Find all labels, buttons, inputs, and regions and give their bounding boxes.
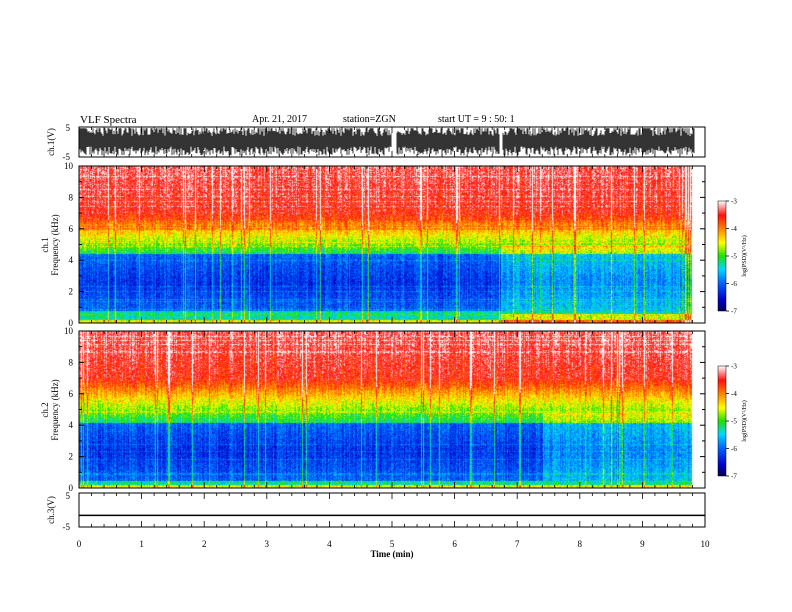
- ch1-colorbar-ticks: -3 -4 -5 -6 -7: [726, 198, 737, 316]
- time-tick-label: 8: [578, 539, 583, 549]
- ch2-colorbar: [717, 365, 727, 477]
- ch1-waveform-ytick-top: 5: [66, 123, 71, 133]
- date-label: Apr. 21, 2017: [252, 114, 307, 125]
- ch3-waveform-ytick-bottom: -5: [63, 522, 71, 532]
- ch3-waveform-ylabel: ch.3(V): [46, 496, 56, 524]
- ch2-colorbar-tick-label: -5: [731, 418, 737, 426]
- ch1-colorbar-tick-label: -7: [731, 308, 737, 316]
- time-tick-label: 7: [515, 539, 520, 549]
- time-tick-label: 10: [701, 539, 711, 549]
- ch1-colorbar-tick-label: -3: [731, 198, 737, 206]
- ch2-colorbar-tick-label: -3: [731, 363, 737, 371]
- ch2-spectrogram-image: [79, 331, 705, 488]
- ch1-spectrogram-ylabel-frequency: Frequency (kHz): [50, 214, 60, 275]
- ch1-frequency-tick-label: 4: [69, 255, 74, 265]
- ch1-waveform-panel: 5 -5 ch.1(V): [46, 123, 706, 162]
- ch1-colorbar-tick-label: -4: [731, 225, 737, 233]
- ch2-frequency-tick-label: 2: [69, 452, 74, 462]
- time-tick-label: 3: [265, 539, 270, 549]
- ch1-colorbar-label: log(PSD)(V²/Hz): [741, 235, 748, 276]
- ch2-frequency-tick-label: 4: [69, 420, 74, 430]
- time-tick-label: 9: [640, 539, 645, 549]
- time-tick-label: 5: [390, 539, 395, 549]
- ch2-colorbar-tick-label: -6: [731, 445, 737, 453]
- ch1-waveform-path: [79, 128, 695, 156]
- figure-title: VLF Spectra: [80, 114, 137, 126]
- ch2-frequency-tick-label: 0: [69, 483, 74, 493]
- time-tick-label: 2: [202, 539, 207, 549]
- ch1-frequency-tick-label: 6: [69, 224, 74, 234]
- ch1-frequency-tick-label: 8: [69, 192, 74, 202]
- ch2-colorbar-tick-label: -7: [731, 473, 737, 481]
- ch3-waveform-panel: 5 -5 ch.3(V): [46, 491, 706, 532]
- time-tick-label: 1: [139, 539, 144, 549]
- ch1-colorbar-tick-label: -6: [731, 280, 737, 288]
- ch2-frequency-tick-label: 6: [69, 389, 74, 399]
- ch2-spectrogram-ylabel-frequency: Frequency (kHz): [50, 379, 60, 440]
- ch1-frequency-tick-label: 10: [64, 161, 74, 171]
- ch2-colorbar-tick-label: -4: [731, 390, 737, 398]
- time-axis-ticks: [78, 127, 706, 527]
- ch2-frequency-tick-label: 8: [69, 357, 74, 367]
- ch1-frequency-tick-label: 2: [69, 287, 74, 297]
- ch3-waveform-ytick-top: 5: [66, 491, 71, 501]
- ch1-spectrogram-ylabel-channel: ch.1: [40, 237, 50, 252]
- ch2-spectrogram-ylabel-channel: ch.2: [40, 402, 50, 417]
- ch1-colorbar-tick-label: -5: [731, 253, 737, 261]
- ch1-waveform-ylabel: ch.1(V): [46, 128, 56, 156]
- ch1-frequency-tick-label: 0: [69, 318, 74, 328]
- time-axis-label: Time (min): [370, 549, 413, 559]
- ch1-waveform-ytick-bottom: -5: [63, 152, 71, 162]
- ch2-frequency-tick-label: 10: [64, 326, 74, 336]
- ch2-frequency-ticks: 0 2 4 6 8 10: [64, 326, 705, 493]
- time-tick-label: 6: [452, 539, 457, 549]
- ch1-spectrogram-image: [79, 166, 705, 323]
- station-label: station=ZGN: [343, 114, 396, 125]
- ch1-waveform-trace: [79, 128, 695, 156]
- ch2-colorbar-label: log(PSD)(V²/Hz): [741, 400, 748, 441]
- ch1-frequency-ticks: 0 2 4 6 8 10: [64, 161, 705, 328]
- start-ut-label: start UT = 9 : 50: 1: [438, 114, 515, 125]
- time-tick-label: 4: [327, 539, 332, 549]
- time-axis-tick-labels: 0 1 2 3 4 5 6 7 8 9 10: [77, 539, 710, 549]
- time-tick-label: 0: [77, 539, 82, 549]
- ch1-colorbar: [717, 200, 727, 312]
- ch2-colorbar-ticks: -3 -4 -5 -6 -7: [726, 363, 737, 481]
